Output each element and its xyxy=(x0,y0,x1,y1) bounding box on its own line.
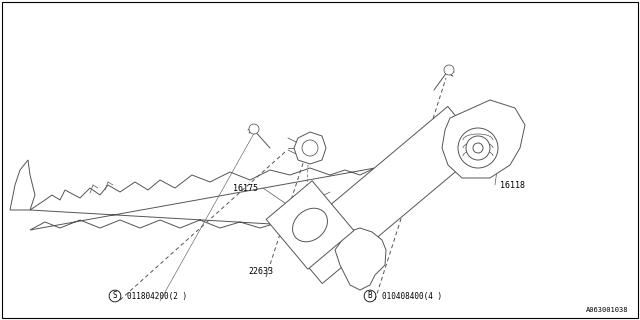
Text: B: B xyxy=(368,292,372,300)
Polygon shape xyxy=(266,181,354,269)
Circle shape xyxy=(466,136,490,160)
Ellipse shape xyxy=(292,208,328,242)
Polygon shape xyxy=(294,132,326,164)
Text: S: S xyxy=(113,292,117,300)
Polygon shape xyxy=(442,100,525,178)
Circle shape xyxy=(458,128,498,168)
Circle shape xyxy=(473,143,483,153)
Polygon shape xyxy=(287,107,483,284)
Text: 16118: 16118 xyxy=(500,180,525,189)
Circle shape xyxy=(302,140,318,156)
Text: A063001038: A063001038 xyxy=(586,307,628,313)
Polygon shape xyxy=(30,168,375,230)
Polygon shape xyxy=(10,160,35,210)
Polygon shape xyxy=(335,228,386,290)
Text: 16175: 16175 xyxy=(233,183,258,193)
Text: 011804200(2 ): 011804200(2 ) xyxy=(127,292,187,300)
Circle shape xyxy=(444,65,454,75)
Circle shape xyxy=(249,124,259,134)
Text: 22633: 22633 xyxy=(248,268,273,276)
Text: 010408400(4 ): 010408400(4 ) xyxy=(382,292,442,300)
